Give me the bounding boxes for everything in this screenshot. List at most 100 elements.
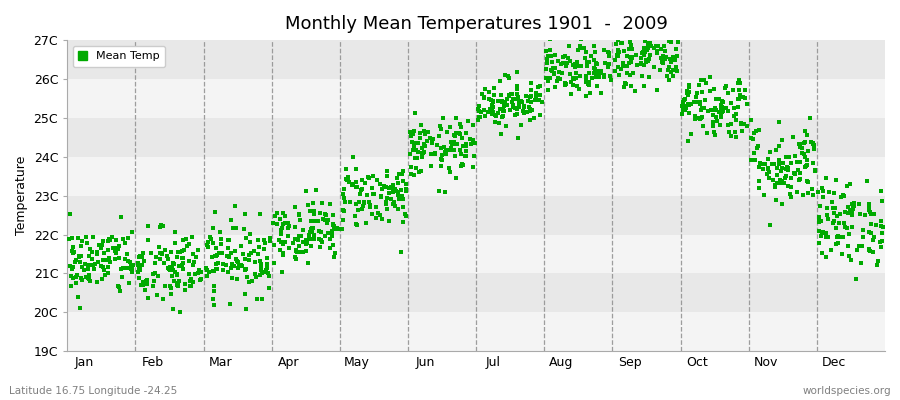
Point — [813, 203, 827, 209]
Point — [206, 240, 220, 247]
Point — [363, 204, 377, 210]
Point — [727, 104, 742, 111]
Point — [382, 218, 396, 224]
Point — [560, 60, 574, 66]
Point — [131, 259, 146, 266]
Point — [306, 200, 320, 206]
Point — [597, 74, 611, 80]
Point — [855, 226, 869, 233]
Point — [639, 59, 653, 65]
Point — [361, 174, 375, 180]
Point — [592, 70, 607, 76]
Point — [873, 239, 887, 245]
Point — [453, 146, 467, 153]
Point — [829, 241, 843, 247]
Point — [618, 81, 633, 88]
Point — [454, 151, 469, 158]
Point — [228, 248, 242, 254]
Point — [348, 221, 363, 227]
Point — [573, 63, 588, 70]
Point — [282, 245, 296, 251]
Point — [63, 263, 77, 270]
Point — [771, 161, 786, 167]
Point — [109, 245, 123, 252]
Point — [793, 159, 807, 166]
Point — [148, 260, 163, 266]
Point — [563, 71, 578, 77]
Point — [573, 45, 588, 51]
Point — [806, 140, 820, 146]
Point — [82, 274, 96, 280]
Point — [558, 80, 572, 86]
Point — [547, 84, 562, 90]
Point — [94, 242, 109, 248]
Point — [392, 206, 406, 212]
Point — [257, 268, 272, 275]
Point — [750, 145, 764, 152]
Point — [258, 240, 273, 246]
Point — [182, 270, 196, 277]
Point — [289, 256, 303, 262]
Point — [238, 290, 253, 297]
Point — [784, 184, 798, 190]
Point — [114, 266, 129, 272]
Point — [239, 274, 254, 280]
Point — [518, 110, 532, 116]
Point — [558, 53, 572, 59]
Point — [386, 184, 400, 191]
Point — [687, 99, 701, 106]
Point — [688, 113, 702, 119]
Point — [512, 100, 526, 106]
Point — [260, 260, 274, 267]
Point — [120, 251, 134, 258]
Point — [721, 122, 735, 128]
Point — [807, 146, 822, 152]
Point — [266, 220, 281, 226]
Point — [404, 130, 419, 137]
Point — [688, 116, 703, 123]
Point — [529, 92, 544, 99]
Point — [320, 230, 335, 237]
Point — [281, 219, 295, 226]
Point — [783, 190, 797, 197]
Point — [682, 102, 697, 108]
Point — [435, 157, 449, 163]
Point — [485, 104, 500, 110]
Point — [566, 82, 580, 88]
Point — [305, 229, 320, 235]
Point — [875, 198, 889, 204]
Point — [487, 85, 501, 91]
Point — [611, 63, 625, 70]
Point — [869, 262, 884, 268]
Point — [836, 193, 850, 200]
Point — [327, 223, 341, 229]
Point — [449, 129, 464, 136]
Point — [341, 173, 356, 180]
Point — [270, 210, 284, 216]
Point — [160, 264, 175, 271]
Point — [515, 99, 529, 105]
Point — [205, 296, 220, 302]
Point — [786, 134, 800, 140]
Point — [523, 106, 537, 112]
Point — [748, 157, 762, 164]
Point — [95, 257, 110, 264]
Point — [323, 236, 338, 242]
Point — [337, 186, 351, 192]
Point — [775, 178, 789, 184]
Point — [396, 204, 410, 210]
Point — [302, 229, 317, 235]
Point — [775, 165, 789, 171]
Point — [509, 83, 524, 89]
Point — [163, 283, 177, 289]
Point — [505, 91, 519, 98]
Point — [830, 234, 844, 240]
Point — [670, 53, 684, 59]
Point — [670, 38, 685, 45]
Point — [611, 53, 625, 59]
Point — [581, 82, 596, 88]
Point — [132, 262, 147, 269]
Point — [100, 257, 114, 263]
Point — [795, 149, 809, 156]
Point — [302, 232, 316, 239]
